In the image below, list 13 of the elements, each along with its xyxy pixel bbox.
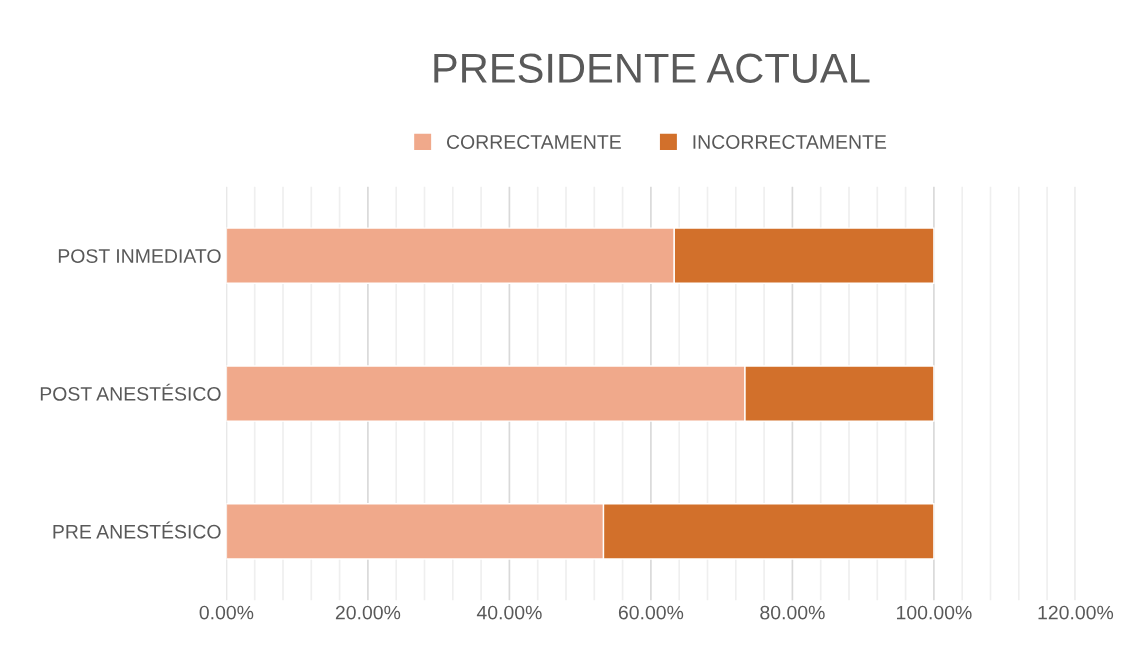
y-tick-label: PRE ANESTÉSICO (53, 521, 221, 539)
x-tick-label: 120.00% (1038, 605, 1114, 620)
y-tick-label: POST INMEDIATO (58, 249, 221, 263)
x-tick-label: 60.00% (618, 605, 684, 620)
y-tick-label: POST ANESTÉSICO (40, 383, 221, 401)
x-tick-label: 100.00% (897, 605, 972, 620)
legend-label: INCORRECTAMENTE (693, 135, 887, 149)
chart-title: PRESIDENTE ACTUAL (434, 53, 870, 83)
x-tick-label: 80.00% (760, 605, 825, 620)
x-tick-label: 40.00% (476, 605, 542, 620)
x-tick-label: 0.00% (199, 605, 254, 620)
legend-label: CORRECTAMENTE (446, 135, 621, 149)
x-tick-label: 20.00% (335, 605, 401, 620)
